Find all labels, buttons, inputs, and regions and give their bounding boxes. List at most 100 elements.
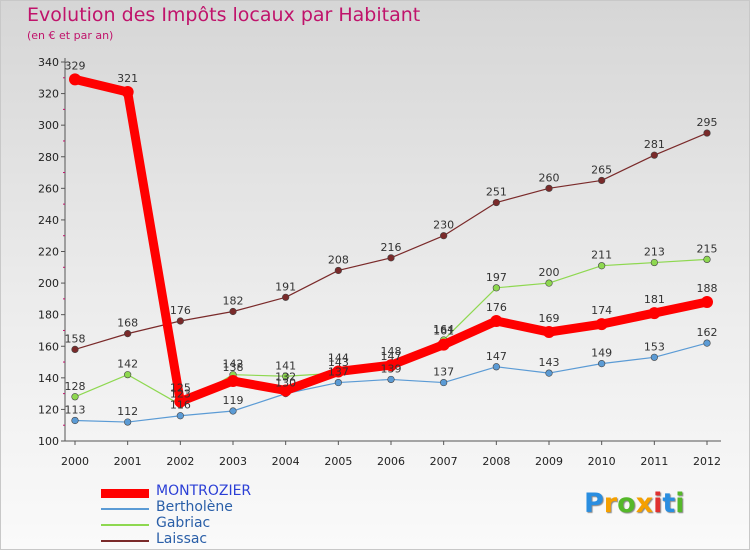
data-point xyxy=(492,284,500,292)
data-point xyxy=(334,266,342,275)
y-tick-label: 260 xyxy=(38,182,59,195)
data-label: 197 xyxy=(486,271,507,284)
data-point xyxy=(387,254,395,262)
data-point xyxy=(282,293,290,301)
data-label: 116 xyxy=(170,399,191,412)
data-label: 137 xyxy=(433,366,454,379)
data-label: 191 xyxy=(275,280,296,293)
data-point xyxy=(279,384,292,397)
data-label: 176 xyxy=(486,301,507,314)
x-tick-label: 2000 xyxy=(61,455,89,468)
data-point xyxy=(598,360,606,368)
data-point xyxy=(703,255,711,263)
logo-letter: P xyxy=(584,488,604,519)
data-label: 169 xyxy=(539,312,560,325)
data-label: 153 xyxy=(644,340,665,353)
data-label: 216 xyxy=(381,241,402,254)
data-label: 119 xyxy=(223,394,244,407)
logo-letter: o xyxy=(617,488,636,519)
legend-swatch xyxy=(101,540,149,542)
x-tick-label: 2005 xyxy=(324,455,352,468)
data-label: 164 xyxy=(433,323,454,336)
x-tick-label: 2002 xyxy=(166,455,194,468)
logo-letter: x xyxy=(635,488,654,519)
proxiti-logo: Proxiti xyxy=(584,488,685,519)
data-label: 113 xyxy=(65,403,86,416)
data-label: 213 xyxy=(644,246,665,259)
data-point xyxy=(227,374,239,387)
data-point xyxy=(440,232,448,240)
data-point xyxy=(71,345,79,354)
data-label: 143 xyxy=(328,356,349,369)
data-point xyxy=(176,412,184,420)
data-point xyxy=(492,363,500,371)
data-point xyxy=(334,378,342,387)
data-point xyxy=(650,258,658,267)
y-tick-label: 100 xyxy=(38,435,59,448)
x-tick-label: 2006 xyxy=(377,455,405,468)
data-point xyxy=(650,353,658,361)
y-tick-label: 120 xyxy=(38,403,59,416)
data-point xyxy=(124,371,132,379)
data-label: 142 xyxy=(117,358,138,371)
legend-label: MONTROZIER xyxy=(156,483,252,499)
data-label: 143 xyxy=(539,356,560,369)
data-point xyxy=(492,198,500,207)
logo-letter: t xyxy=(662,488,676,519)
y-tick-label: 220 xyxy=(38,246,59,259)
data-label: 137 xyxy=(328,366,349,379)
data-label: 251 xyxy=(486,186,507,199)
data-point xyxy=(703,129,711,137)
data-point xyxy=(437,338,450,351)
data-point xyxy=(545,369,553,377)
x-tick-label: 2003 xyxy=(219,455,247,468)
data-label: 132 xyxy=(275,370,296,383)
data-label: 112 xyxy=(117,405,138,418)
data-label: 139 xyxy=(381,362,402,375)
data-point xyxy=(71,416,79,425)
data-label: 208 xyxy=(328,253,349,266)
data-point xyxy=(176,317,184,325)
data-label: 144 xyxy=(328,352,349,365)
data-label: 161 xyxy=(433,325,454,338)
data-label: 147 xyxy=(381,350,402,363)
data-point xyxy=(545,184,553,192)
chart-subtitle: (en € et par an) xyxy=(27,29,114,42)
data-label: 281 xyxy=(644,138,665,151)
data-label: 125 xyxy=(170,382,191,395)
data-label: 188 xyxy=(697,282,718,295)
logo-letter: i xyxy=(653,488,663,519)
data-label: 182 xyxy=(223,295,244,308)
data-label: 130 xyxy=(275,377,296,390)
legend-swatch xyxy=(101,524,149,526)
axes: 100 120 140 160 180 200 220 240 260 280 300 320 340 2… xyxy=(38,56,721,468)
data-label: 142 xyxy=(223,358,244,371)
data-label: 123 xyxy=(170,388,191,401)
data-point xyxy=(387,375,395,384)
legend-label: Gabriac xyxy=(156,515,211,531)
data-label: 215 xyxy=(697,242,718,255)
data-label: 149 xyxy=(591,347,612,360)
legend-label: Bertholène xyxy=(156,499,233,515)
data-point xyxy=(701,296,713,309)
data-label: 141 xyxy=(275,359,296,372)
y-tick-label: 300 xyxy=(38,119,59,132)
data-label: 168 xyxy=(117,317,138,330)
data-label: 181 xyxy=(644,293,665,306)
y-tick-label: 280 xyxy=(38,151,59,164)
data-label: 260 xyxy=(539,171,560,184)
data-point xyxy=(229,307,237,316)
data-label: 128 xyxy=(65,380,86,393)
data-point xyxy=(121,86,134,99)
data-point xyxy=(282,372,290,380)
data-point xyxy=(598,262,606,270)
data-label: 158 xyxy=(65,332,86,345)
x-tick-label: 2009 xyxy=(535,455,563,468)
data-point xyxy=(124,418,132,426)
data-point xyxy=(332,365,345,378)
data-point xyxy=(124,330,132,338)
data-label: 162 xyxy=(697,326,718,339)
x-tick-label: 2001 xyxy=(114,455,142,468)
data-point xyxy=(545,279,553,287)
